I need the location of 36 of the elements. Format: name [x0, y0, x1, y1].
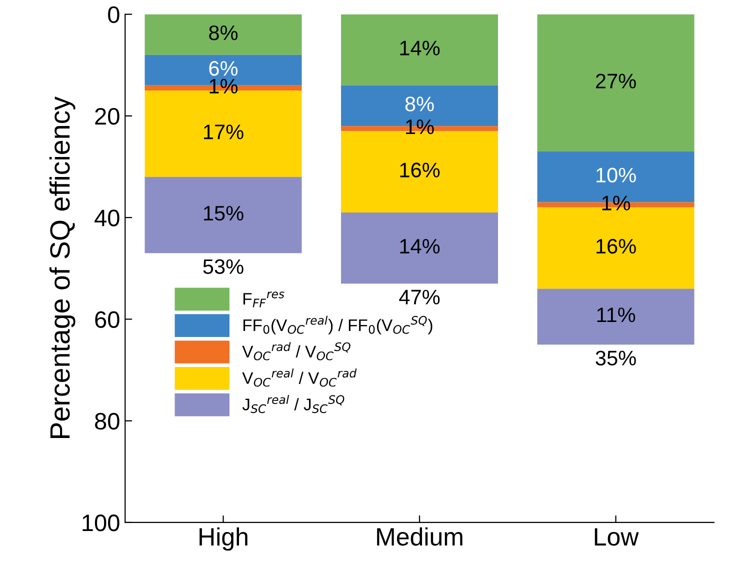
- y-tick-label: 0: [108, 6, 120, 24]
- data-label: 16%: [596, 238, 636, 254]
- annotation: 53%: [203, 259, 244, 274]
- y-axis-title: Percentage of SQ efficiency: [49, 96, 76, 438]
- annotation: 47%: [399, 290, 440, 304]
- data-label: 11%: [597, 308, 636, 322]
- legend-label: V$_{OC}$$^{rad}$ / V$_{OC}$$^{SQ}$: [242, 342, 350, 360]
- bar: [144, 176, 302, 254]
- data-label: 16%: [400, 162, 440, 178]
- text: FF$_{0}$(V$_{OC}$$^{real}$) / FF$_{0}$(V$_{OC}$$^{SQ}$): [243, 316, 432, 334]
- bar: [537, 288, 694, 345]
- y-tick-label: 60: [95, 311, 120, 328]
- data-label: 6%: [209, 61, 238, 76]
- legend-label: F$_{FF}$$^{res}$: [243, 292, 284, 308]
- y-tick-label: 80: [95, 412, 120, 430]
- data-label: 14%: [400, 40, 440, 56]
- annotation: 35%: [596, 350, 636, 366]
- data-label: 17%: [204, 124, 244, 140]
- data-label: 8%: [209, 25, 238, 40]
- bar: [341, 14, 498, 86]
- y-tick-label: 100: [82, 514, 120, 532]
- legend-label: V$_{OC}$$^{real}$ / V$_{OC}$$^{rad}$: [242, 368, 357, 387]
- bar: [341, 212, 498, 284]
- y-tick-label: 40: [94, 210, 120, 226]
- x-tick-label: Low: [594, 528, 639, 546]
- x-tick-label: High: [200, 527, 248, 551]
- bar: [144, 14, 302, 55]
- legend-label: J$_{SC}$$^{real}$ / J$_{SC}$$^{SQ}$: [242, 394, 344, 414]
- data-label: 27%: [596, 74, 636, 88]
- x-tick-label: Medium: [377, 527, 462, 546]
- y-tick-label: 20: [95, 108, 120, 125]
- data-label: 8%: [405, 96, 434, 112]
- bar: [537, 14, 694, 152]
- data-label: 14%: [400, 238, 440, 254]
- data-label: 15%: [204, 206, 244, 221]
- data-label: 10%: [596, 168, 636, 182]
